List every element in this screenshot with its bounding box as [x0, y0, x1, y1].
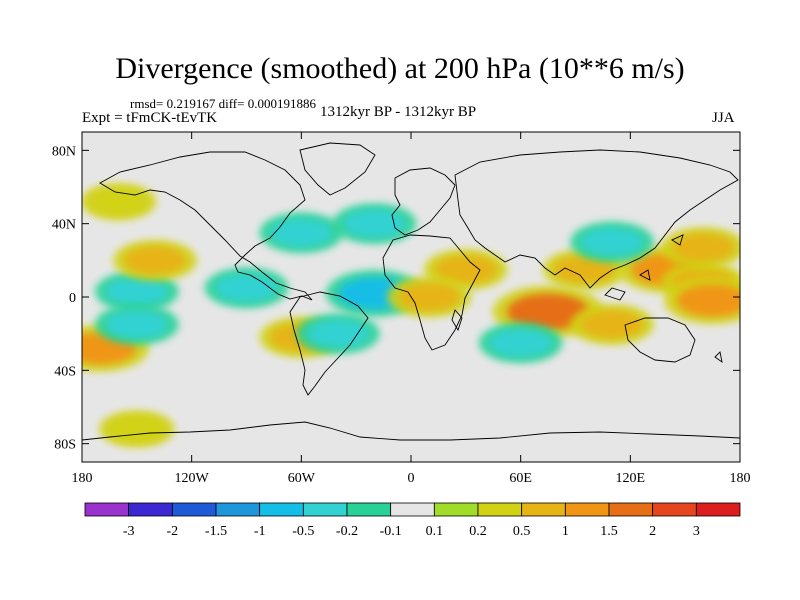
coast-europe-africa	[382, 167, 481, 351]
field-blob	[124, 246, 187, 275]
lon-tick-label: 60E	[509, 471, 532, 486]
colorbar-label: -3	[123, 524, 135, 539]
field-layer	[82, 183, 740, 448]
field-blob	[215, 273, 278, 302]
field-blob	[306, 319, 369, 348]
lat-tick-label: 40N	[52, 218, 76, 233]
coastline-layer	[82, 142, 740, 441]
field-blob	[270, 218, 333, 247]
coast-greenland	[299, 142, 376, 196]
lat-tick-label: 40S	[54, 364, 76, 379]
lon-tick-label: 180	[72, 471, 93, 486]
coast-south-america	[289, 291, 369, 396]
colorbar-label: 0.2	[469, 524, 487, 539]
colorbar-label: -0.2	[336, 524, 358, 539]
colorbar-label: -1.5	[205, 524, 227, 539]
colorbar-label: -0.5	[292, 524, 314, 539]
colorbar-label: -1	[254, 524, 266, 539]
colorbar-swatch	[608, 502, 654, 517]
field-blob	[489, 328, 552, 357]
colorbar: -3 -2 -1.5 -1 -0.5 -0.2 -0.1 0.1 0.2 0.5 1 1.5 2 3	[84, 502, 741, 539]
colorbar-label: -2	[166, 524, 178, 539]
colorbar-swatch	[521, 502, 566, 517]
field-blob	[672, 233, 735, 262]
experiment-label: Expt = tFmCK-tEvTK	[82, 110, 218, 126]
coast-asia	[454, 149, 739, 289]
field-blob	[676, 284, 740, 317]
season-label: JJA	[712, 110, 735, 126]
lat-tick-label: 80S	[54, 438, 76, 453]
field-blob	[434, 255, 497, 284]
field-blob	[398, 283, 461, 311]
colorbar-label: 2	[649, 524, 656, 539]
colorbar-swatch	[302, 502, 348, 517]
coast-islands	[451, 234, 723, 364]
lon-tick-label: 120W	[175, 471, 210, 486]
field-blob	[90, 188, 147, 215]
colorbar-label: -0.1	[380, 524, 402, 539]
stats-label: rmsd= 0.219167 diff= 0.000191886	[130, 96, 316, 111]
colorbar-swatch	[564, 502, 610, 517]
colorbar-label: 1	[562, 524, 569, 539]
coast-north-america	[99, 151, 313, 301]
colorbar-label: 0.1	[426, 524, 444, 539]
coast-australia	[624, 317, 696, 363]
colorbar-label: 1.5	[600, 524, 618, 539]
field-blob	[105, 310, 168, 339]
colorbar-swatch	[84, 502, 130, 517]
colorbar-swatch	[215, 502, 261, 517]
coast-antarctica	[82, 421, 740, 441]
colorbar-label: 0.5	[513, 524, 531, 539]
colorbar-swatch	[477, 502, 523, 517]
colorbar-swatch	[390, 502, 435, 517]
field-blob	[105, 277, 168, 306]
field-blob	[581, 310, 644, 339]
field-blob	[581, 228, 644, 256]
field-blob	[553, 255, 616, 284]
colorbar-swatch	[433, 502, 479, 517]
colorbar-swatch	[695, 502, 741, 517]
period-label: 1312kyr BP - 1312kyr BP	[320, 104, 477, 120]
lon-tick-label: 120E	[616, 471, 646, 486]
colorbar-swatch	[171, 502, 217, 517]
colorbar-swatch	[652, 502, 697, 517]
plot-title: Divergence (smoothed) at 200 hPa (10**6 …	[115, 52, 685, 85]
colorbar-swatch	[128, 502, 173, 517]
lat-tick-label: 80N	[52, 144, 76, 159]
lon-tick-label: 0	[408, 471, 415, 486]
field-blob	[343, 209, 406, 238]
field-blob	[507, 293, 590, 330]
colorbar-swatch	[259, 502, 304, 517]
colorbar-label: 3	[693, 524, 700, 539]
axis-ticks: 180 120W 60W 0 60E 120E 180 80N 40N 0 40S 80S	[52, 132, 751, 486]
lat-tick-label: 0	[69, 291, 76, 306]
lon-tick-label: 180	[730, 471, 751, 486]
colorbar-swatch	[346, 502, 392, 517]
field-blob	[108, 416, 165, 442]
lon-tick-label: 60W	[288, 471, 316, 486]
